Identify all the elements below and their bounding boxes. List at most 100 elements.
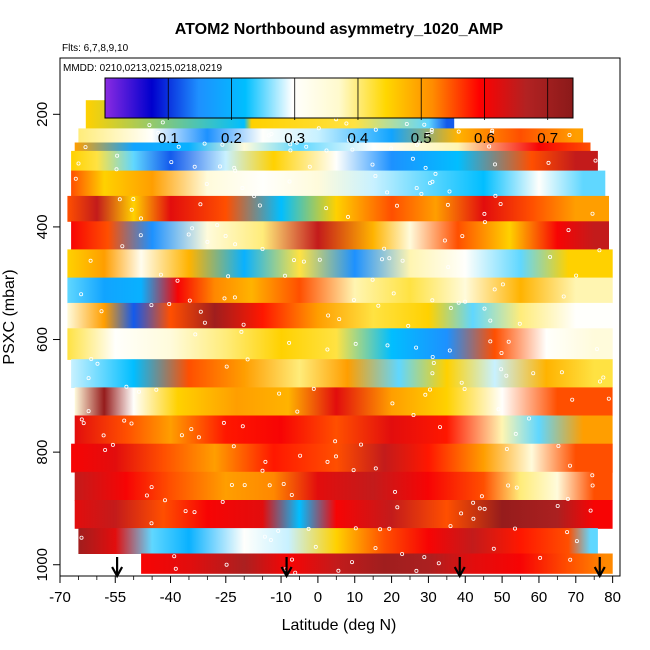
observation-marker: [427, 387, 432, 392]
observation-marker: [346, 138, 351, 143]
observation-marker: [433, 171, 438, 176]
observation-marker: [392, 489, 397, 494]
heatmap-band: [74, 415, 613, 445]
observation-marker: [198, 202, 203, 207]
observation-marker: [239, 329, 244, 334]
heatmap-bands: [67, 100, 613, 574]
observation-marker: [430, 298, 435, 303]
dates-note: MMDD: 0210,0213,0215,0218,0219: [63, 63, 222, 74]
observation-marker: [114, 167, 119, 172]
observation-marker: [287, 340, 292, 345]
observation-marker: [389, 146, 394, 151]
observation-marker: [447, 348, 452, 353]
observation-marker: [110, 442, 115, 447]
observation-marker: [400, 258, 405, 263]
observation-marker: [422, 555, 427, 560]
observation-marker: [223, 233, 228, 238]
observation-marker: [202, 141, 207, 146]
observation-marker: [233, 242, 238, 247]
heatmap-band: [67, 328, 613, 360]
observation-marker: [344, 121, 349, 126]
observation-marker: [149, 485, 154, 490]
y-axis-title: PSXC (mbar): [1, 269, 18, 364]
observation-marker: [387, 256, 392, 261]
observation-marker: [311, 386, 316, 391]
observation-marker: [205, 239, 210, 244]
heatmap-band: [71, 443, 613, 473]
profile-arrow: [111, 557, 124, 579]
observation-marker: [131, 197, 136, 202]
observation-marker: [350, 147, 355, 152]
heatmap-band: [74, 471, 613, 501]
observation-marker: [306, 526, 311, 531]
observation-marker: [295, 409, 300, 414]
observation-marker: [349, 560, 354, 565]
colorbar-tick-label: 0.4: [348, 130, 369, 147]
observation-marker: [222, 296, 227, 301]
observation-marker: [414, 345, 419, 350]
observation-marker: [431, 360, 436, 365]
observation-marker: [385, 190, 390, 195]
observation-marker: [138, 216, 143, 221]
observation-marker: [268, 538, 273, 543]
colorbar-tick-label: 0.3: [284, 130, 305, 147]
observation-marker: [404, 122, 409, 127]
observation-marker: [221, 420, 226, 425]
observation-marker: [120, 244, 125, 249]
observation-marker: [215, 223, 220, 228]
observation-marker: [506, 483, 511, 488]
observation-marker: [351, 468, 356, 473]
observation-marker: [373, 546, 378, 551]
x-tick-label: 20: [383, 589, 400, 606]
observation-marker: [129, 421, 134, 426]
observation-marker: [117, 197, 122, 202]
observation-marker: [176, 144, 181, 149]
observation-marker: [400, 552, 405, 557]
flights-note: Flts: 6,7,8,9,10: [62, 43, 129, 54]
observation-marker: [370, 277, 375, 282]
observation-marker: [459, 380, 464, 385]
observation-marker: [288, 142, 293, 147]
observation-marker: [224, 364, 229, 369]
y-axis: 200 400 600 800 1000: [34, 102, 60, 581]
observation-marker: [531, 371, 536, 376]
observation-marker: [482, 220, 487, 225]
observation-marker: [429, 127, 434, 132]
observation-marker: [86, 376, 91, 381]
heatmap-band: [71, 150, 598, 172]
observation-marker: [136, 389, 141, 394]
observation-marker: [353, 526, 358, 531]
observation-marker: [459, 511, 464, 516]
observation-marker: [574, 539, 579, 544]
observation-marker: [500, 282, 505, 287]
observation-marker: [479, 494, 484, 499]
observation-marker: [179, 433, 184, 438]
observation-marker: [156, 130, 161, 135]
heatmap-band: [71, 359, 613, 388]
observation-marker: [333, 454, 338, 459]
observation-marker: [262, 534, 267, 539]
observation-marker: [488, 339, 493, 344]
observation-marker: [198, 309, 203, 314]
x-tick-label: -55: [104, 589, 126, 606]
observation-marker: [414, 185, 419, 190]
heatmap-band: [74, 142, 591, 152]
observation-marker: [565, 496, 570, 501]
colorbar-tick-label: 0.6: [474, 130, 495, 147]
observation-marker: [566, 228, 571, 233]
observation-marker: [448, 305, 453, 310]
observation-marker: [226, 274, 231, 279]
observation-marker: [414, 568, 419, 573]
observation-marker: [387, 526, 392, 531]
observation-marker: [129, 207, 134, 212]
observation-marker: [298, 453, 303, 458]
observation-marker: [590, 473, 595, 478]
observation-marker: [492, 162, 497, 167]
observation-marker: [149, 521, 154, 526]
observation-marker: [588, 508, 593, 513]
observation-marker: [568, 463, 573, 468]
observation-marker: [590, 483, 595, 488]
observation-marker: [442, 238, 447, 243]
observation-marker: [326, 313, 331, 318]
heatmap-band: [67, 277, 613, 304]
